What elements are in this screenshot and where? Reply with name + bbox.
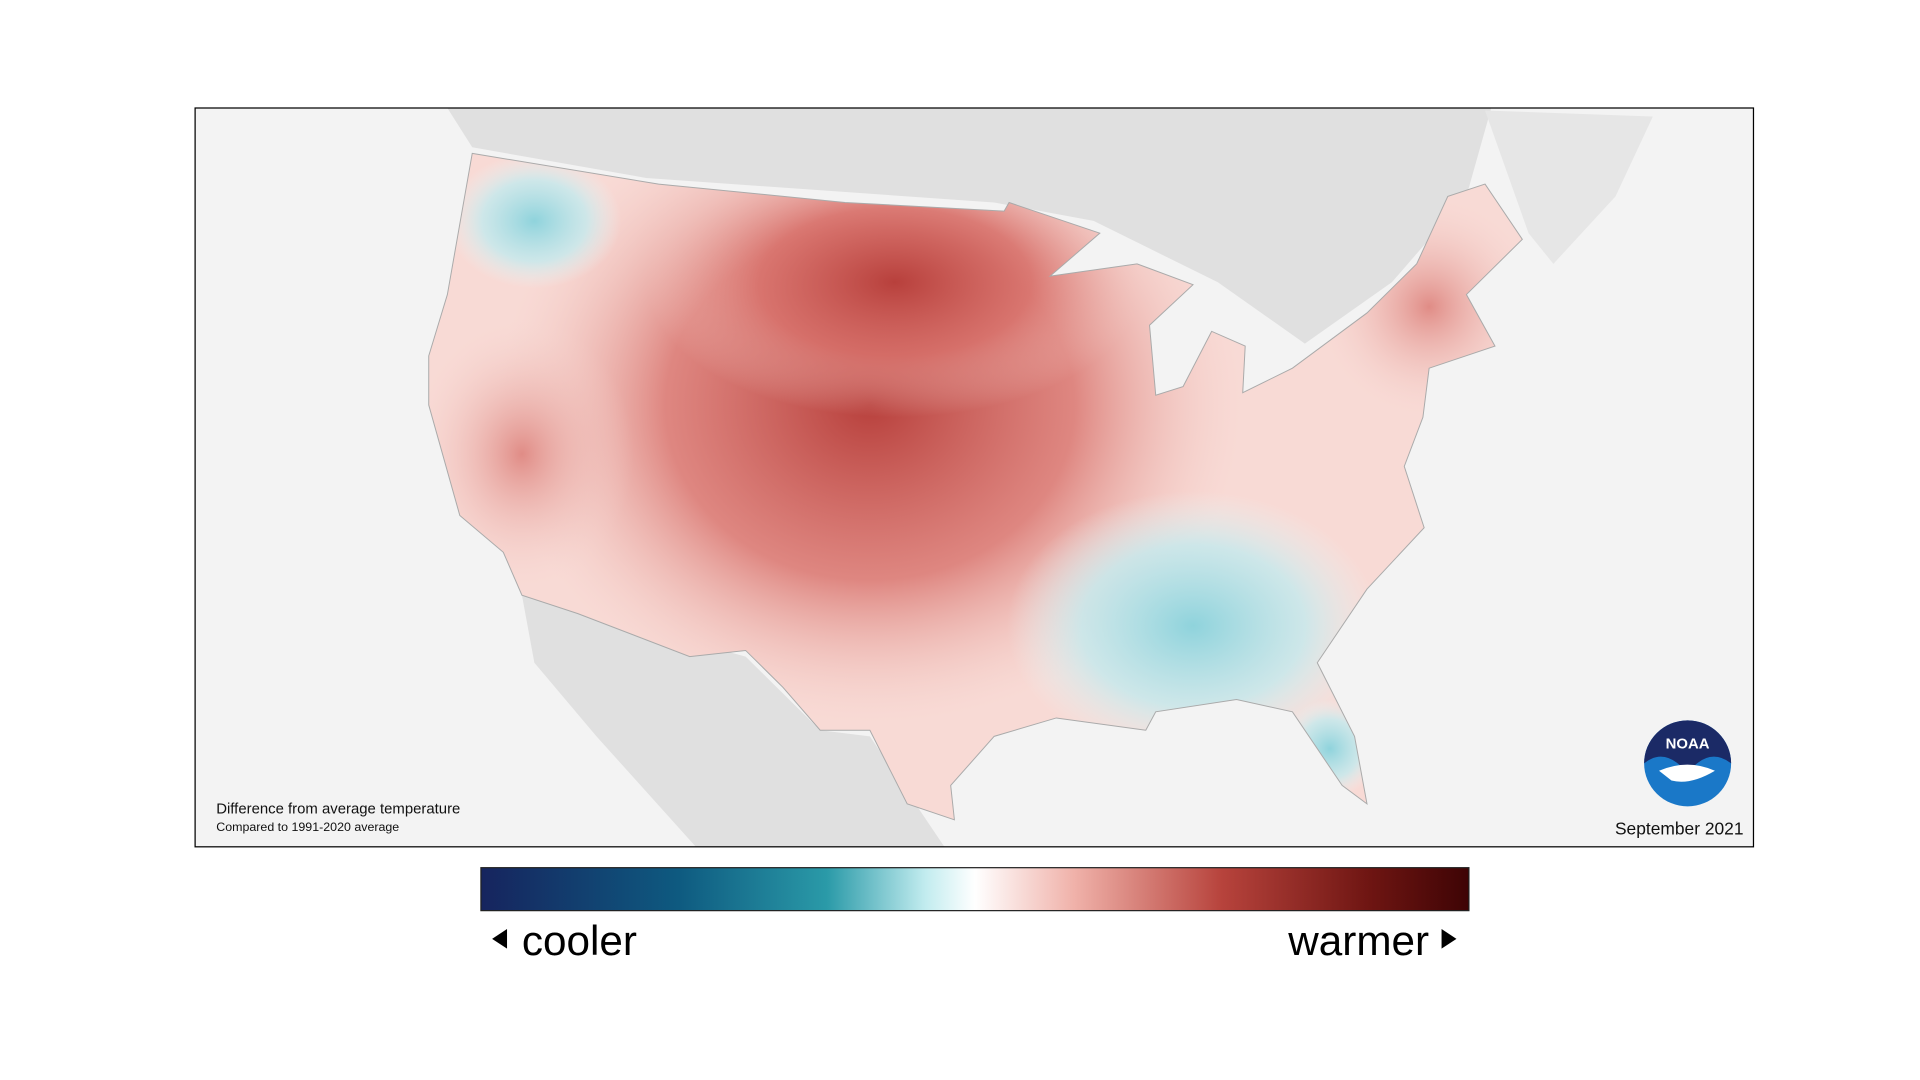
canada-east <box>1485 110 1653 264</box>
canada <box>447 108 1492 344</box>
map <box>195 108 1754 847</box>
legend-high: warmer <box>1287 917 1429 964</box>
warmer-arrow <box>1441 929 1457 949</box>
map-title: Difference from average temperature <box>216 802 460 818</box>
mexico <box>521 595 945 847</box>
color-scale <box>480 867 1470 912</box>
map-frame <box>194 107 1755 848</box>
us-border <box>428 152 1523 821</box>
date: September 2021 <box>1615 819 1744 839</box>
logo-text: NOAA <box>1666 737 1710 753</box>
map-subtitle: Compared to 1991-2020 average <box>216 820 399 834</box>
legend-low: cooler <box>522 917 637 964</box>
cooler-arrow <box>492 929 508 949</box>
noaa-logo: NOAA <box>1644 720 1732 807</box>
